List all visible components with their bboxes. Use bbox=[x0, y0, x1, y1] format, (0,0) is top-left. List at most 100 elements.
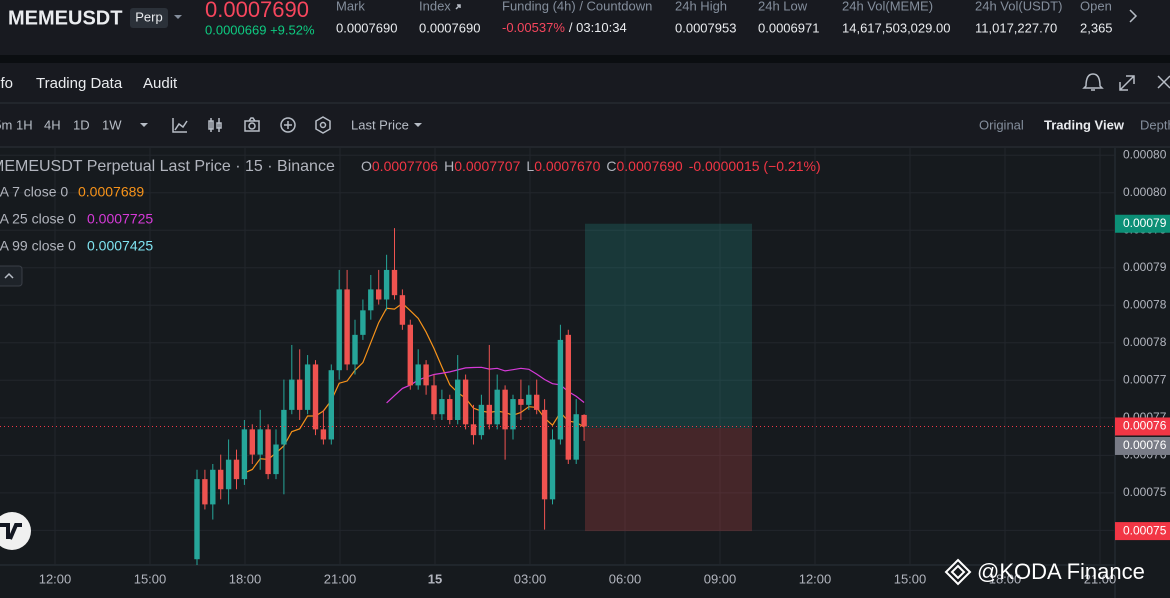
interval[interactable]: 1W bbox=[102, 117, 122, 132]
interval-caret[interactable] bbox=[140, 123, 148, 127]
expand-icon[interactable] bbox=[1119, 75, 1135, 91]
dropdown-caret[interactable] bbox=[174, 15, 182, 19]
stat-value: 11,017,227.70 bbox=[975, 20, 1057, 35]
time-axis: 12:00 15:00 18:00 21:00 15 03:00 06:00 09:00 12:… bbox=[39, 571, 1117, 586]
stat-label: 24h Vol(USDT) bbox=[975, 0, 1062, 13]
candle-body bbox=[265, 429, 271, 475]
funding-rate: -0.00537% bbox=[502, 20, 565, 35]
candle-body bbox=[526, 394, 532, 405]
candle-body bbox=[328, 370, 334, 440]
candle-body bbox=[304, 364, 311, 410]
x-tick-label: 21:00 bbox=[1084, 571, 1117, 586]
candle-body bbox=[462, 379, 469, 425]
candle-body bbox=[431, 385, 437, 415]
tv-logo-mark bbox=[0, 523, 22, 540]
stat-value: 0.0007690 bbox=[336, 20, 397, 35]
tab[interactable]: Trading Data bbox=[36, 75, 123, 92]
candle-body bbox=[281, 409, 287, 445]
loss-zone bbox=[585, 427, 752, 532]
tab[interactable]: Audit bbox=[143, 75, 178, 92]
symbol[interactable]: MEMEUSDT bbox=[8, 7, 122, 29]
price-change: 0.0000669 +9.52% bbox=[205, 22, 315, 37]
candle-body bbox=[502, 389, 508, 430]
watermark-logo bbox=[944, 558, 972, 586]
ohlc-value: 0.0007707 bbox=[454, 158, 520, 174]
snapshot-icon[interactable] bbox=[244, 117, 260, 132]
candle-body bbox=[225, 459, 232, 490]
candle-body bbox=[541, 409, 548, 500]
view-tab[interactable]: Depth bbox=[1140, 117, 1170, 132]
indicator-icon[interactable] bbox=[172, 118, 188, 133]
stat-value: 0.0007690 bbox=[419, 20, 480, 35]
y-tick-label: 0.00078 bbox=[1123, 335, 1167, 349]
candle-body bbox=[344, 289, 350, 365]
candle-body bbox=[455, 379, 461, 420]
stat-value: 0.0006971 bbox=[758, 20, 819, 35]
interval[interactable]: 1D bbox=[73, 117, 90, 132]
candle-body bbox=[210, 469, 216, 505]
stat-label: Funding (4h) / Countdown bbox=[502, 0, 652, 13]
price-type-caret[interactable] bbox=[414, 123, 422, 127]
candle-body bbox=[581, 414, 587, 427]
candle-body bbox=[399, 295, 406, 325]
ohlc: O0.0007706 H0.0007707 L0.0007670 C0.0007690… bbox=[361, 158, 821, 174]
badge: Perp bbox=[135, 9, 162, 24]
y-tick-label: 0.00080 bbox=[1123, 147, 1167, 161]
x-tick-label: 15 bbox=[428, 571, 442, 586]
interval[interactable]: 1H bbox=[16, 117, 33, 132]
ma-value: 0.0007425 bbox=[87, 238, 153, 254]
price-type[interactable]: Last Price bbox=[351, 117, 409, 132]
snapshot-icon bbox=[248, 122, 256, 130]
ohlc-key: L bbox=[526, 158, 534, 174]
ma-label: MA 25 close 0 bbox=[0, 211, 76, 227]
stat-label: Index bbox=[419, 0, 451, 13]
add-icon[interactable] bbox=[280, 117, 296, 133]
view-tab[interactable]: Trading View bbox=[1044, 117, 1125, 132]
ohlc-key: C bbox=[606, 158, 616, 174]
ma-label: MA 99 close 0 bbox=[0, 238, 76, 254]
candle-body bbox=[241, 429, 248, 480]
candle-body bbox=[312, 364, 319, 430]
candle-body bbox=[320, 429, 327, 440]
more-icon[interactable] bbox=[1157, 75, 1170, 89]
chart-type-icon[interactable] bbox=[208, 118, 222, 132]
interval[interactable]: 15m bbox=[0, 117, 12, 132]
candle-body bbox=[470, 424, 477, 436]
y-tick-label: 0.00079 bbox=[1123, 260, 1167, 274]
candle-body bbox=[233, 459, 240, 480]
view-tab[interactable]: Original bbox=[979, 117, 1024, 132]
interval[interactable]: 4H bbox=[44, 117, 61, 132]
candle-body bbox=[194, 479, 200, 560]
ohlc-value: 0.0007706 bbox=[372, 158, 438, 174]
collapse-icon bbox=[4, 272, 14, 279]
x-tick-label: 03:00 bbox=[514, 571, 547, 586]
x-tick-label: 09:00 bbox=[704, 571, 737, 586]
ohlc-value: 0.0007670 bbox=[534, 158, 600, 174]
candle-body bbox=[336, 289, 342, 371]
candle-body bbox=[565, 334, 571, 460]
candle-body bbox=[249, 429, 255, 455]
x-tick-label: 15:00 bbox=[134, 571, 167, 586]
alert-icon[interactable] bbox=[1082, 73, 1104, 91]
stat-label: 24h High bbox=[675, 0, 727, 13]
y-tick-label: 0.00078 bbox=[1123, 297, 1167, 311]
candle-body bbox=[360, 310, 366, 335]
candle-body bbox=[202, 479, 208, 505]
scroll-right[interactable] bbox=[1129, 9, 1138, 23]
candle-body bbox=[549, 439, 556, 500]
candle-body bbox=[297, 379, 303, 410]
settings-icon[interactable] bbox=[315, 116, 331, 134]
tab[interactable]: Info bbox=[0, 75, 13, 92]
stat-label: 24h Vol(MEME) bbox=[842, 0, 933, 13]
candle-body bbox=[557, 339, 564, 440]
stat-label: 24h Low bbox=[758, 0, 808, 13]
ohlc-key: O bbox=[361, 158, 372, 174]
countdown: / 03:10:34 bbox=[569, 20, 627, 35]
stat-label: Open bbox=[1080, 0, 1112, 13]
ohlc-value: 0.0007690 bbox=[617, 158, 683, 174]
x-tick-label: 21:00 bbox=[324, 571, 357, 586]
moving-average bbox=[244, 302, 585, 474]
ma-value: 0.0007725 bbox=[87, 211, 153, 227]
legend-title: MEMEUSDT Perpetual Last Price · 15 · Bin… bbox=[0, 158, 335, 175]
